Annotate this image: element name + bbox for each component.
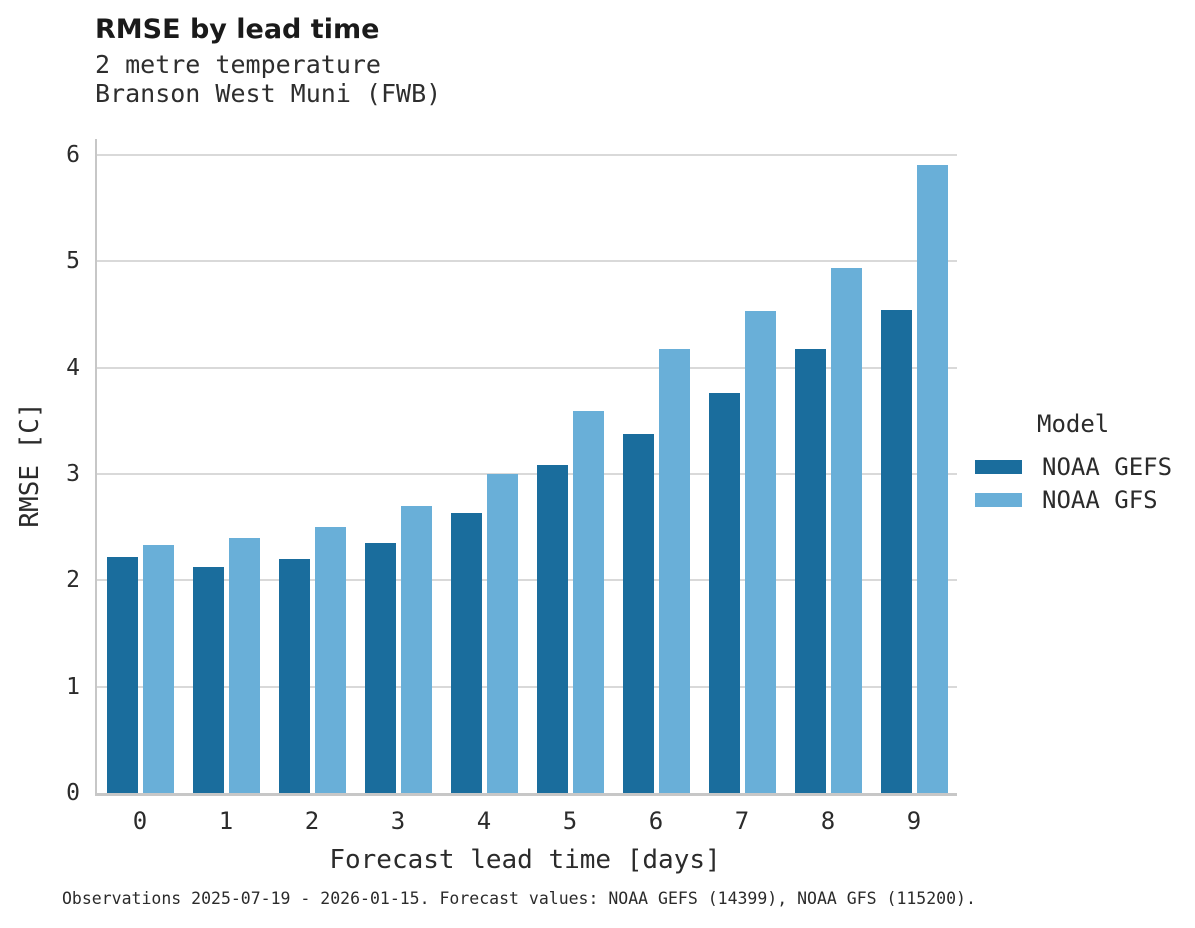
plot-area: 0 1 2 3 4 5 6 0 1 2 3 4 5 6 7 8 9 <box>66 139 957 834</box>
y-tick-label-3: 3 <box>66 460 80 487</box>
bar-noaa-gefs-lead-7 <box>708 393 740 793</box>
legend-row-noaa-gefs: NOAA GEFS <box>975 450 1172 483</box>
bar-noaa-gfs-lead-7 <box>744 311 776 793</box>
bar-noaa-gfs-lead-3 <box>400 505 432 793</box>
x-tick-label-4: 4 <box>476 807 492 835</box>
y-tick-label-0: 0 <box>66 780 80 806</box>
bar-noaa-gfs-lead-1 <box>228 537 260 793</box>
x-tick-label-1: 1 <box>218 807 234 835</box>
bar-noaa-gfs-lead-2 <box>314 527 346 793</box>
legend-swatch-icon <box>975 459 1022 474</box>
x-tick-label-9: 9 <box>906 807 922 835</box>
legend: Model NOAA GEFS NOAA GFS <box>975 410 1172 516</box>
x-tick-label-5: 5 <box>562 807 578 835</box>
bar-noaa-gefs-lead-2 <box>278 559 310 793</box>
bar-noaa-gfs-lead-9 <box>916 164 948 793</box>
bar-noaa-gfs-lead-4 <box>486 473 518 793</box>
x-tick-label-0: 0 <box>132 807 148 835</box>
gridline-y-3 <box>97 472 957 475</box>
bar-noaa-gfs-lead-6 <box>658 348 690 793</box>
bar-noaa-gfs-lead-5 <box>572 411 604 793</box>
gridline-y-6 <box>97 153 957 156</box>
chart-title: RMSE by lead time <box>95 14 380 45</box>
x-tick-label-3: 3 <box>390 807 406 835</box>
bar-noaa-gfs-lead-8 <box>830 267 862 793</box>
bar-noaa-gefs-lead-3 <box>364 543 396 793</box>
legend-title: Model <box>1037 410 1110 438</box>
legend-swatch-icon <box>975 492 1022 507</box>
x-tick-label-2: 2 <box>304 807 320 835</box>
y-axis-title: RMSE [C] <box>15 402 45 528</box>
y-tick-label-1: 1 <box>66 673 80 700</box>
legend-rows: NOAA GEFS NOAA GFS <box>975 450 1172 516</box>
x-tick-label-7: 7 <box>734 807 750 835</box>
chart-subtitle-variable: 2 metre temperature <box>95 50 381 79</box>
x-axis-title: Forecast lead time [days] <box>329 845 721 875</box>
legend-label: NOAA GFS <box>1042 485 1158 514</box>
footer-caption: Observations 2025-07-19 - 2026-01-15. Fo… <box>62 889 976 908</box>
bar-noaa-gfs-lead-0 <box>142 545 174 793</box>
x-tick-label-6: 6 <box>648 807 664 835</box>
gridline-y-1 <box>97 685 957 688</box>
y-tick-label-5: 5 <box>66 248 80 275</box>
gridline-y-2 <box>97 579 957 582</box>
legend-row-noaa-gfs: NOAA GFS <box>975 483 1172 516</box>
gridline-y-4 <box>97 366 957 369</box>
y-tick-label-2: 2 <box>66 567 80 594</box>
bar-noaa-gefs-lead-0 <box>106 556 138 793</box>
x-tick-label-8: 8 <box>820 807 836 835</box>
bar-noaa-gefs-lead-1 <box>192 566 224 793</box>
bar-noaa-gefs-lead-5 <box>536 465 568 793</box>
title-block: RMSE by lead time 2 metre temperature Br… <box>95 14 441 108</box>
y-tick-label-6: 6 <box>66 141 80 168</box>
bar-noaa-gefs-lead-6 <box>622 433 654 793</box>
bar-noaa-gefs-lead-8 <box>794 348 826 793</box>
bar-noaa-gefs-lead-4 <box>450 513 482 793</box>
bar-noaa-gefs-lead-9 <box>880 310 912 793</box>
chart-subtitle-station: Branson West Muni (FWB) <box>95 79 442 108</box>
legend-label: NOAA GEFS <box>1042 452 1173 481</box>
y-tick-label-4: 4 <box>66 354 80 381</box>
gridline-y-5 <box>97 260 957 263</box>
